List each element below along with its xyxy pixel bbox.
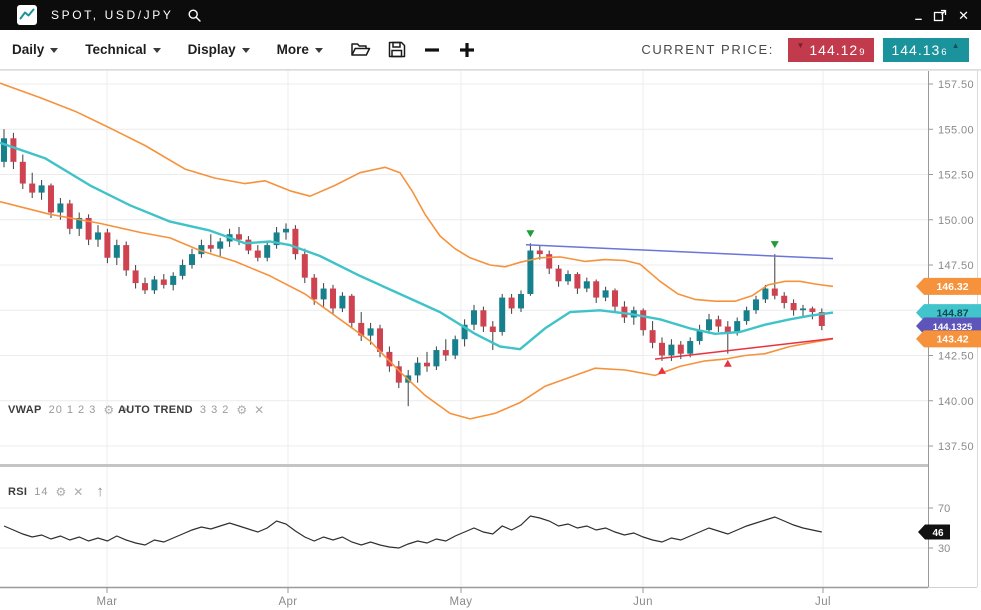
auto-trend-legend-params: 3 3 2 xyxy=(199,404,230,416)
rsi-move-up-icon[interactable]: ↑ xyxy=(96,483,104,500)
bid-price-badge: ▼ 144.12 9 xyxy=(788,37,874,62)
pane-splitter[interactable] xyxy=(0,464,928,467)
auto-trend-line-lower xyxy=(654,337,834,360)
rsi-legend-params: 14 xyxy=(34,485,49,498)
current-price-area: CURRENT PRICE: ▼ 144.12 9 144.13 6 ▲ xyxy=(641,37,969,62)
bid-price-pip: 9 xyxy=(859,47,866,58)
arrow-down-icon: ▼ xyxy=(796,40,806,50)
price-tag xyxy=(916,304,981,322)
window-controls: – ✕ xyxy=(914,7,969,26)
x-axis-labels: Mar Apr May Jun Jul xyxy=(96,587,831,608)
svg-text:147.50: 147.50 xyxy=(938,260,974,272)
auto-trend-legend: AUTO TREND 3 3 2 ⚙ ✕ xyxy=(118,404,264,416)
zoom-out-icon[interactable] xyxy=(423,42,441,58)
vwap-legend: VWAP 20 1 2 3 ⚙ ✕ xyxy=(8,404,131,416)
trade-markers xyxy=(526,230,779,374)
vwap-lower-band xyxy=(0,200,834,420)
symbol-title: SPOT, USD/JPY xyxy=(51,8,174,22)
toolbar: Daily Technical Display More C xyxy=(0,30,981,70)
price-tag xyxy=(916,317,981,335)
vwap-line xyxy=(0,141,834,351)
price-tag xyxy=(916,330,981,348)
svg-text:140.00: 140.00 xyxy=(938,396,974,408)
svg-text:Apr: Apr xyxy=(278,596,297,608)
rsi-value-tag xyxy=(918,524,950,540)
open-folder-icon[interactable] xyxy=(350,41,371,58)
svg-text:150.00: 150.00 xyxy=(938,215,974,227)
current-price-label: CURRENT PRICE: xyxy=(641,42,774,57)
svg-text:May: May xyxy=(450,596,473,608)
ask-price-pip: 6 xyxy=(941,47,948,58)
ask-price-badge: 144.13 6 ▲ xyxy=(883,37,969,62)
close-icon[interactable]: ✕ xyxy=(958,7,969,23)
arrow-up-icon: ▲ xyxy=(951,40,961,50)
candlesticks xyxy=(1,129,825,407)
chart-area: 157.50155.00152.50150.00147.50145.00142.… xyxy=(0,70,981,610)
svg-text:Jun: Jun xyxy=(633,596,653,608)
svg-text:144.1325: 144.1325 xyxy=(933,322,973,333)
rsi-legend-name: RSI xyxy=(8,485,28,498)
titlebar: SPOT, USD/JPY – ✕ xyxy=(0,0,981,30)
minimize-button[interactable]: – xyxy=(914,10,923,26)
vwap-remove-icon[interactable]: ✕ xyxy=(121,403,132,417)
chevron-down-icon xyxy=(152,48,161,53)
app-logo-icon xyxy=(17,5,37,25)
svg-text:157.50: 157.50 xyxy=(938,79,974,91)
svg-text:70: 70 xyxy=(938,503,950,515)
svg-text:46: 46 xyxy=(932,528,944,539)
bid-price-value: 144.12 xyxy=(809,41,859,58)
svg-text:155.00: 155.00 xyxy=(938,124,974,136)
svg-text:30: 30 xyxy=(938,543,950,555)
vwap-legend-name: VWAP xyxy=(8,404,42,416)
search-icon[interactable] xyxy=(187,8,202,23)
sell-marker-icon xyxy=(526,230,535,238)
auto-trend-remove-icon[interactable]: ✕ xyxy=(254,403,265,417)
zoom-in-icon[interactable] xyxy=(458,41,476,59)
menu-technical[interactable]: Technical xyxy=(85,42,161,57)
vwap-legend-params: 20 1 2 3 xyxy=(48,404,97,416)
chevron-down-icon xyxy=(50,48,59,53)
vwap-settings-icon[interactable]: ⚙ xyxy=(103,403,115,417)
popout-button[interactable] xyxy=(933,9,947,22)
rsi-line xyxy=(3,515,822,549)
price-chart[interactable]: 157.50155.00152.50150.00147.50145.00142.… xyxy=(0,71,981,610)
rsi-legend: RSI 14 ⚙ ✕ ↑ xyxy=(8,484,104,499)
gridlines xyxy=(0,71,928,587)
rsi-remove-icon[interactable]: ✕ xyxy=(73,484,84,499)
svg-text:152.50: 152.50 xyxy=(938,170,974,182)
ask-price-value: 144.13 xyxy=(891,41,941,58)
rsi-settings-icon[interactable]: ⚙ xyxy=(55,484,67,499)
svg-text:Mar: Mar xyxy=(96,596,117,608)
svg-text:143.42: 143.42 xyxy=(936,334,968,346)
price-tag xyxy=(916,277,981,295)
svg-text:137.50: 137.50 xyxy=(938,441,974,453)
menu-display[interactable]: Display xyxy=(188,42,250,57)
auto-trend-settings-icon[interactable]: ⚙ xyxy=(236,403,248,417)
svg-text:142.50: 142.50 xyxy=(938,351,974,363)
auto-trend-line-upper xyxy=(525,243,834,260)
vwap-upper-band xyxy=(0,82,834,302)
buy-marker-icon xyxy=(723,359,732,367)
svg-text:144.87: 144.87 xyxy=(936,307,968,319)
sell-marker-icon xyxy=(770,241,779,249)
chevron-down-icon xyxy=(241,48,250,53)
menu-more[interactable]: More xyxy=(277,42,323,57)
save-icon[interactable] xyxy=(388,41,406,58)
svg-text:146.32: 146.32 xyxy=(936,281,968,293)
menu-timeframe[interactable]: Daily xyxy=(12,42,59,57)
chevron-down-icon xyxy=(314,48,323,53)
svg-text:Jul: Jul xyxy=(815,596,831,608)
auto-trend-legend-name: AUTO TREND xyxy=(118,404,193,416)
buy-marker-icon xyxy=(658,366,666,374)
